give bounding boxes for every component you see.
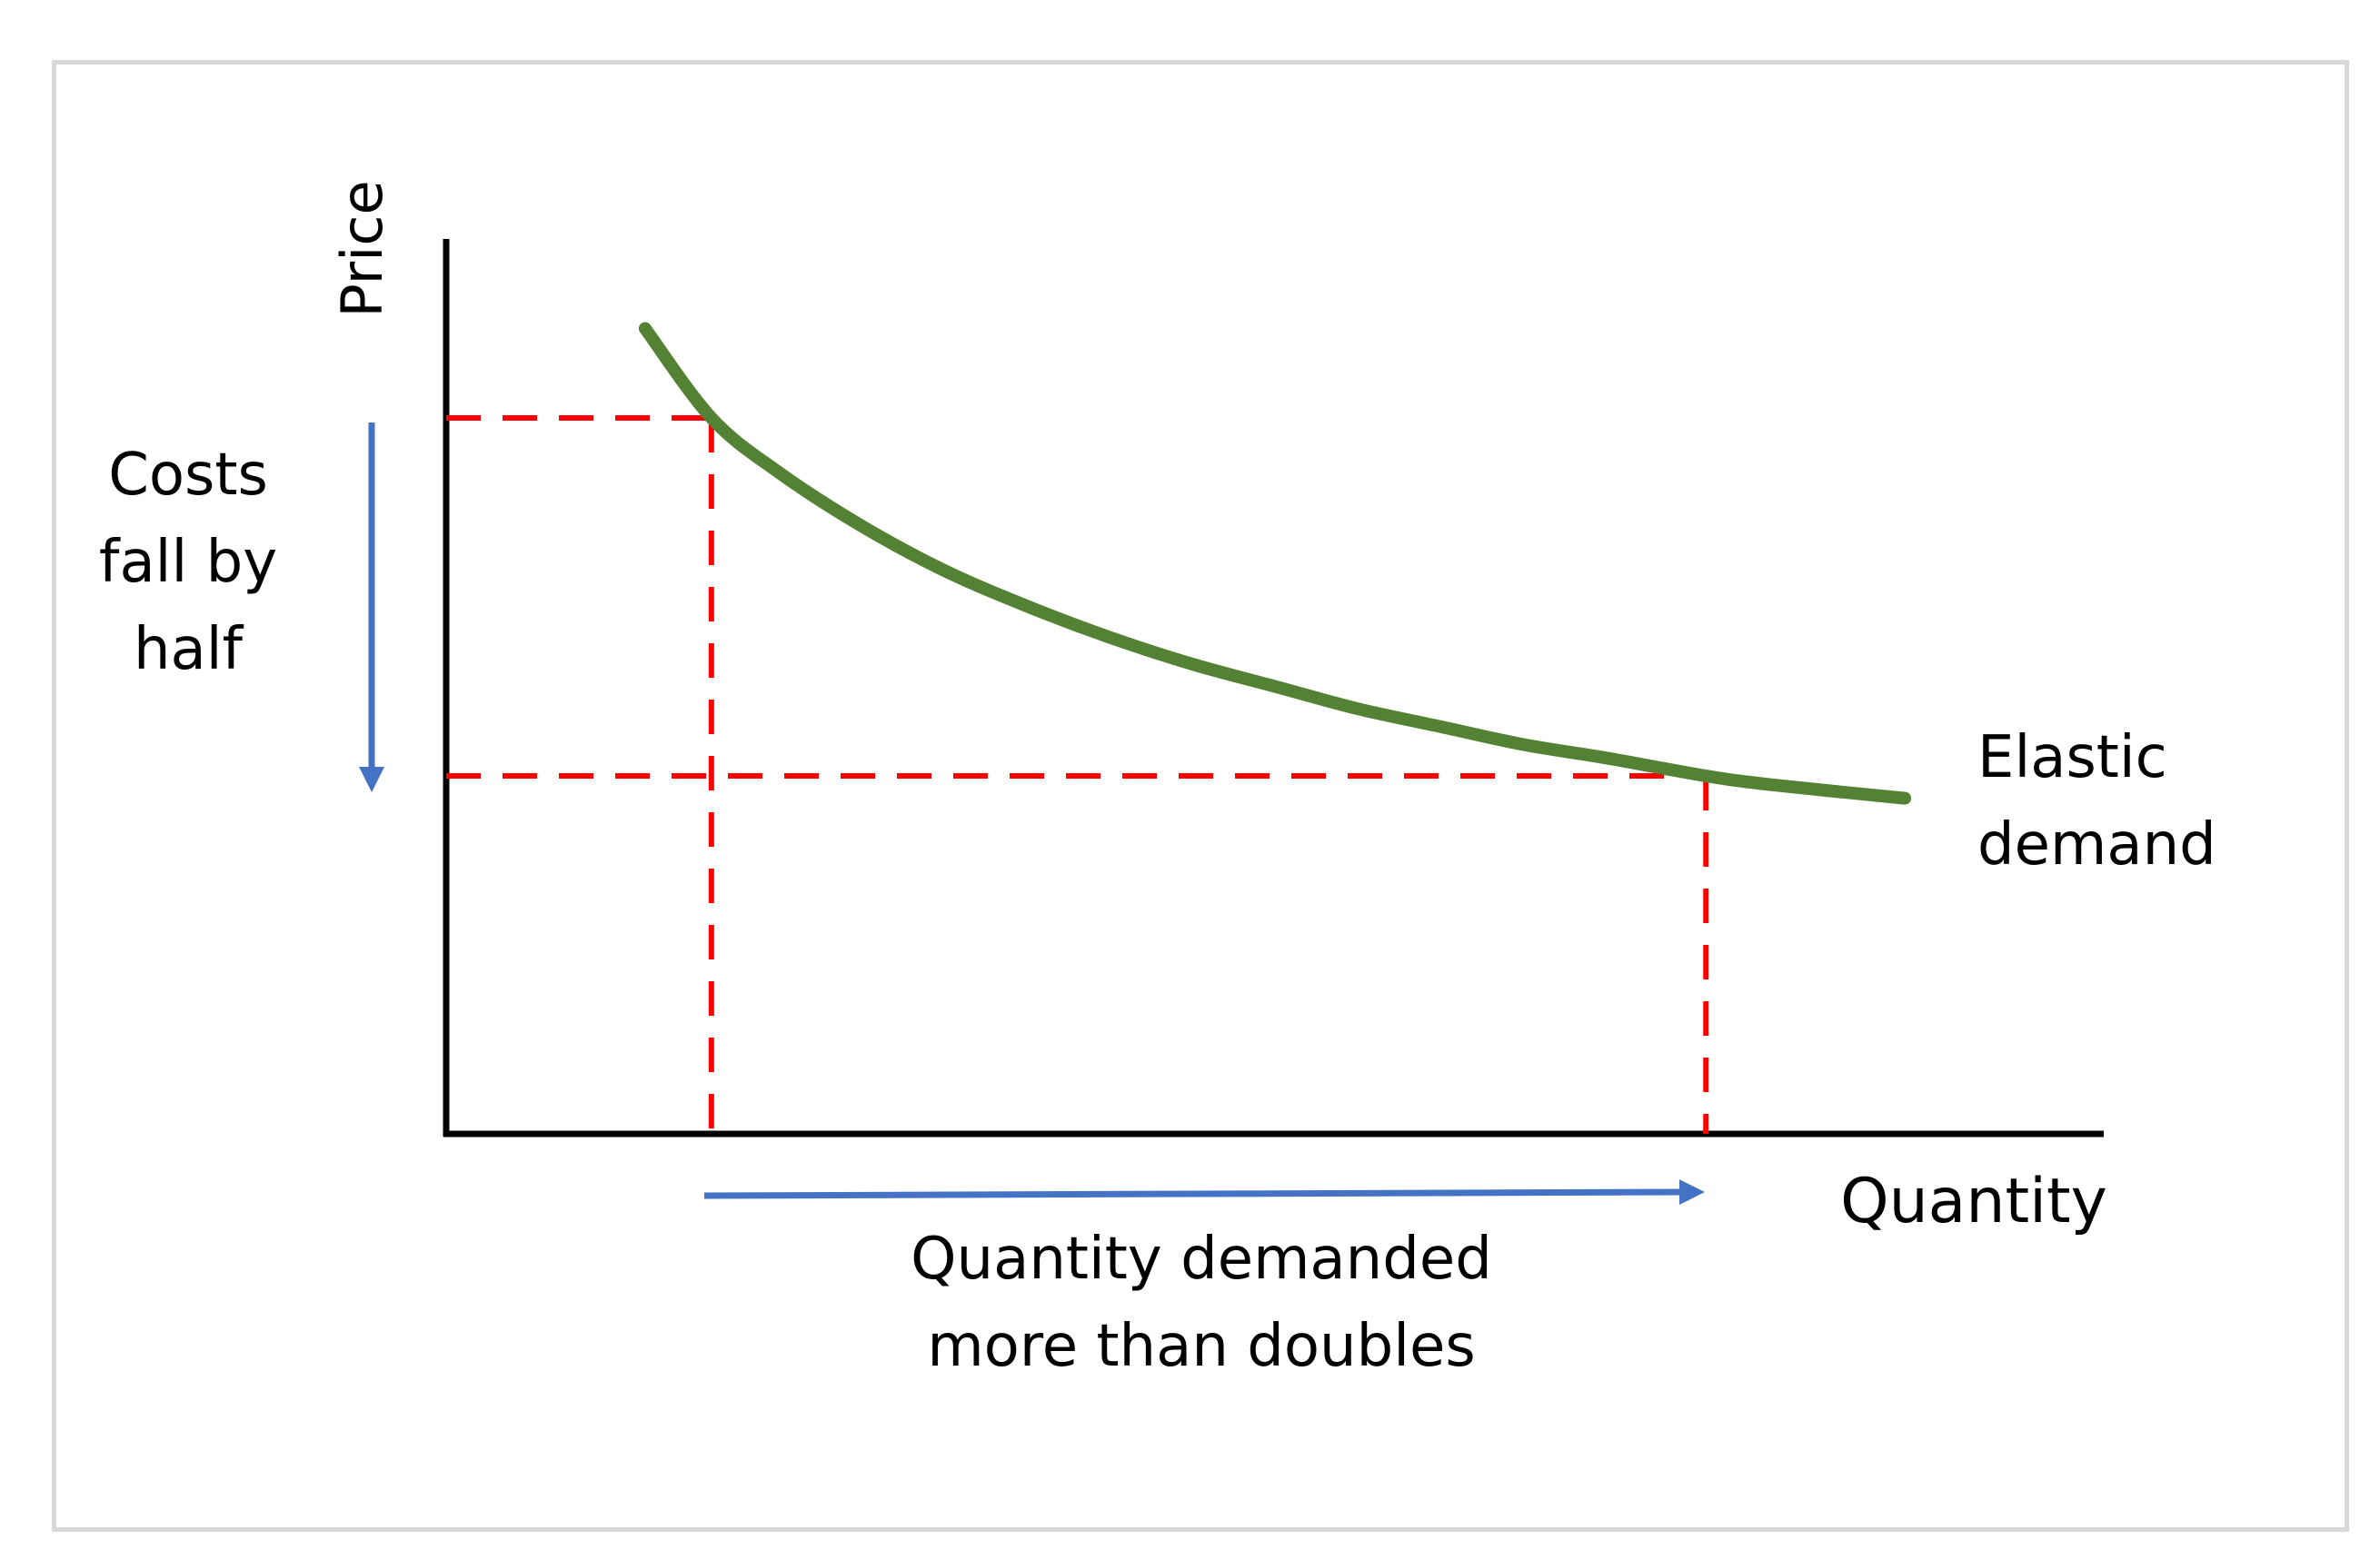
reference-lines xyxy=(446,415,1709,1134)
x-axis-label: Quantity xyxy=(1840,1166,2107,1237)
price-note-line2: fall by xyxy=(99,529,277,596)
quantity-increase-arrow xyxy=(703,1179,1705,1206)
series-label-line1: Elastic xyxy=(1977,724,2167,791)
demand-curve xyxy=(638,322,1912,805)
quantity-note-line1: Quantity demanded xyxy=(911,1226,1492,1293)
quantity-note-line2: more than doubles xyxy=(927,1313,1475,1380)
price-note-line1: Costs xyxy=(108,442,268,509)
demand-chart: Price Quantity Elastic demand Costs fall… xyxy=(99,180,2216,1380)
y-axis-label: Price xyxy=(329,180,395,317)
price-note-line3: half xyxy=(134,616,244,683)
series-label-line2: demand xyxy=(1977,811,2216,879)
figure-frame: Price Quantity Elastic demand Costs fall… xyxy=(52,60,2349,1532)
